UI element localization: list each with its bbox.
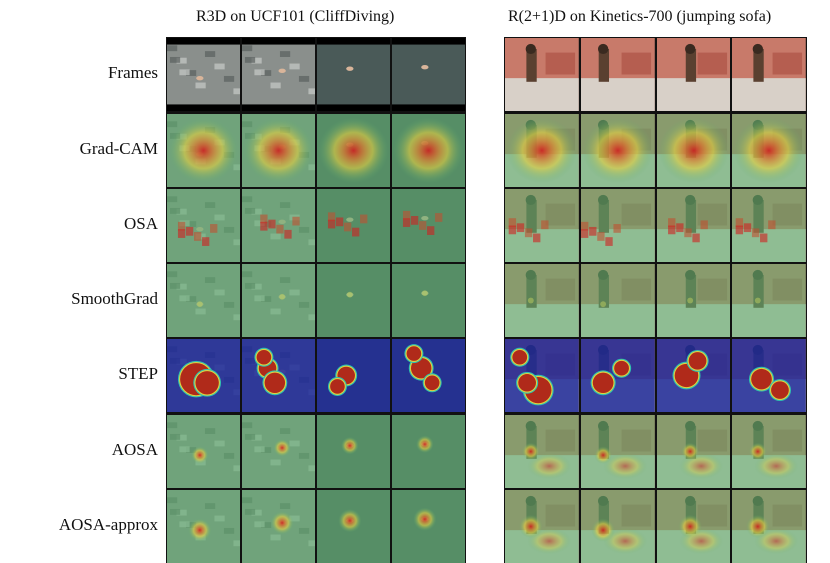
saliency-cell [242, 339, 315, 412]
saliency-cell [242, 38, 315, 111]
saliency-cell [505, 339, 579, 412]
saliency-cell [732, 490, 806, 563]
saliency-grid-jumping-sofa [504, 37, 807, 563]
saliency-cell [656, 339, 731, 412]
saliency-cell [167, 264, 240, 337]
saliency-cell [392, 114, 465, 187]
saliency-cell [656, 264, 731, 337]
row-label-aosa: AOSA [111, 440, 158, 459]
saliency-cell [317, 490, 390, 563]
saliency-cell [580, 114, 655, 187]
saliency-cell [392, 38, 465, 111]
saliency-cell [732, 339, 806, 412]
saliency-cell [505, 38, 579, 111]
saliency-cell [317, 415, 390, 488]
saliency-cell [505, 415, 579, 488]
saliency-cell [242, 264, 315, 337]
saliency-cell [732, 38, 806, 111]
saliency-cell [732, 415, 806, 488]
saliency-cell [167, 189, 240, 262]
saliency-cell [242, 490, 315, 563]
saliency-cell [317, 189, 390, 262]
panel-title-left: R3D on UCF101 (CliffDiving) [196, 8, 395, 25]
saliency-cell [242, 189, 315, 262]
row-label-aosa-approx: AOSA-approx [58, 515, 158, 534]
saliency-cell [167, 415, 240, 488]
saliency-cell [167, 38, 240, 111]
saliency-cell [392, 264, 465, 337]
saliency-cell [732, 264, 806, 337]
saliency-cell [392, 339, 465, 412]
row-label-grad-cam: Grad-CAM [79, 139, 158, 158]
saliency-cell [656, 415, 731, 488]
saliency-cell [317, 339, 390, 412]
panel-title-right: R(2+1)D on Kinetics-700 (jumping sofa) [508, 8, 772, 25]
saliency-cell [732, 189, 806, 262]
saliency-cell [167, 114, 240, 187]
saliency-cell [732, 114, 806, 187]
saliency-cell [580, 264, 655, 337]
saliency-cell [505, 114, 579, 187]
saliency-cell [656, 490, 731, 563]
saliency-cell [392, 490, 465, 563]
saliency-cell [580, 38, 655, 111]
row-label-step: STEP [118, 364, 158, 383]
saliency-cell [580, 415, 655, 488]
row-label-frames: Frames [107, 63, 158, 82]
saliency-cell [392, 415, 465, 488]
saliency-cell [167, 339, 240, 412]
saliency-cell [656, 189, 731, 262]
row-label-smoothgrad: SmoothGrad [71, 289, 158, 308]
saliency-cell [167, 490, 240, 563]
saliency-cell [317, 114, 390, 187]
saliency-cell [242, 415, 315, 488]
saliency-grid-cliffdiving [166, 37, 466, 563]
saliency-cell [505, 490, 579, 563]
saliency-cell [656, 114, 731, 187]
row-label-osa: OSA [123, 214, 158, 233]
saliency-cell [392, 189, 465, 262]
saliency-cell [505, 264, 579, 337]
saliency-cell [580, 189, 655, 262]
saliency-cell [580, 339, 655, 412]
saliency-cell [580, 490, 655, 563]
saliency-cell [317, 38, 390, 111]
saliency-cell [317, 264, 390, 337]
saliency-cell [656, 38, 731, 111]
saliency-cell [505, 189, 579, 262]
saliency-cell [242, 114, 315, 187]
